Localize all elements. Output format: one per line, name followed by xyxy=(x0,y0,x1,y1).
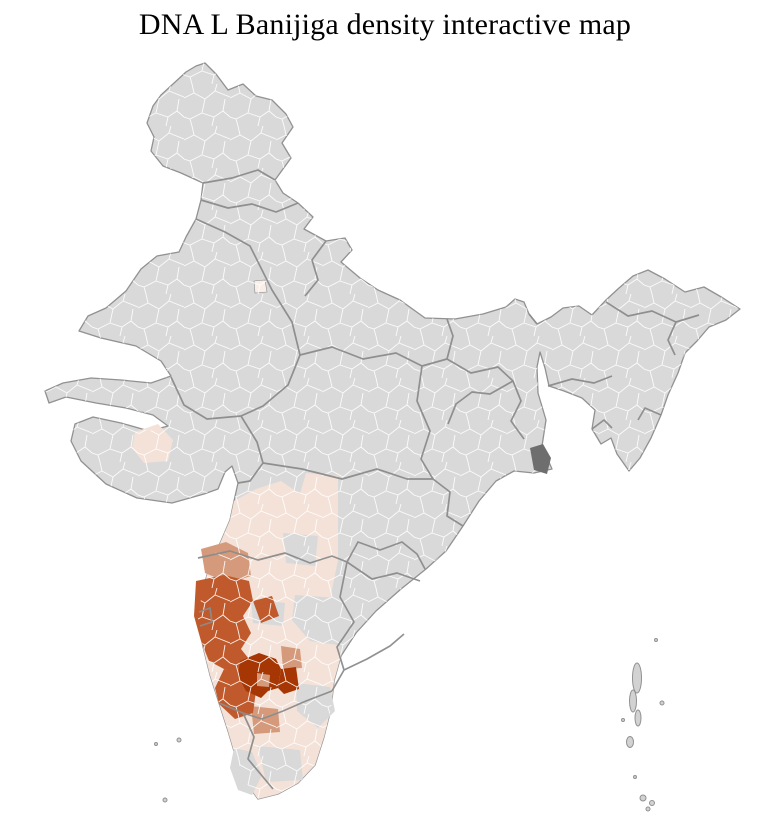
page-title: DNA L Banijiga density interactive map xyxy=(138,8,632,41)
state-borders xyxy=(170,169,700,790)
lakshadweep-islands[interactable] xyxy=(154,737,182,803)
andaman-nicobar-islands[interactable] xyxy=(621,638,665,812)
delta-shading xyxy=(530,444,551,474)
